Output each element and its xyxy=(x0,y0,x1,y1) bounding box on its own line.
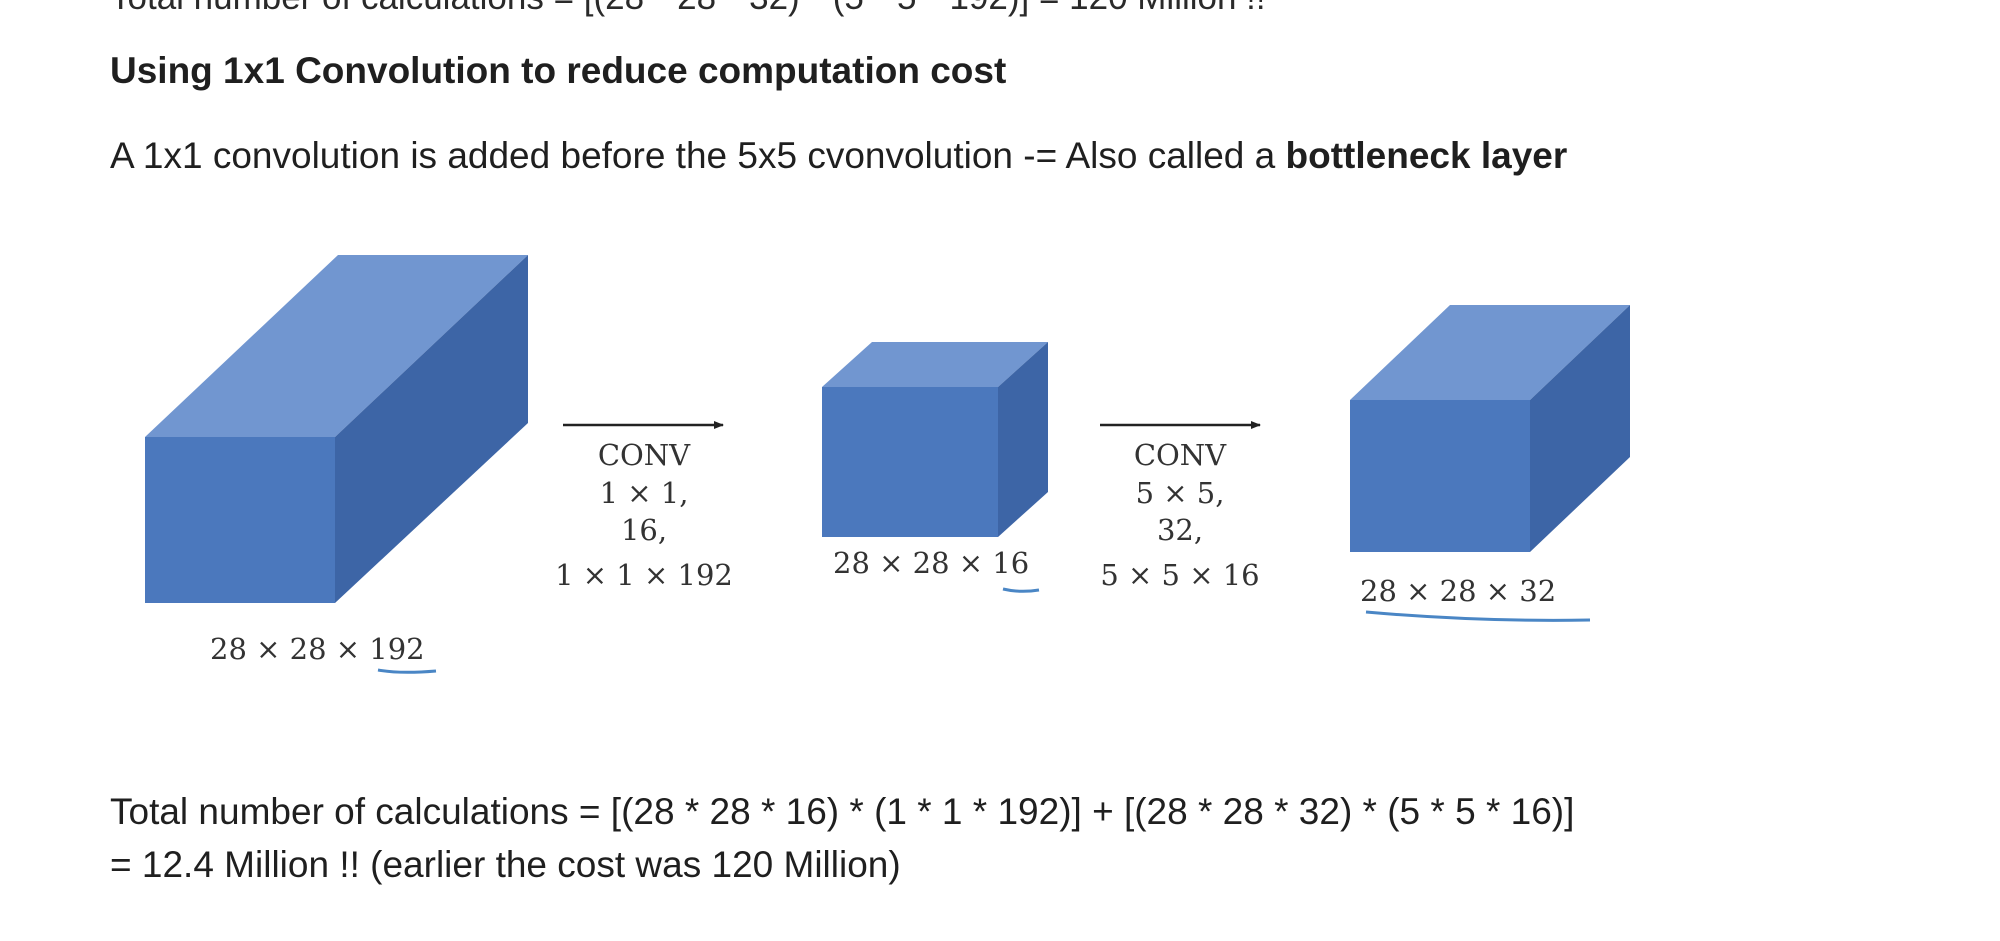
intro-paragraph: A 1x1 convolution is added before the 5x… xyxy=(110,135,1567,177)
output-volume-underline xyxy=(1365,610,1591,622)
svg-text:CONV: CONV xyxy=(1134,438,1227,472)
calculation-line-2: = 12.4 Million !! (earlier the cost was … xyxy=(110,844,901,885)
svg-text:1 × 1 × 192: 1 × 1 × 192 xyxy=(555,558,733,592)
svg-text:16,: 16, xyxy=(621,513,667,547)
section-heading: Using 1x1 Convolution to reduce computat… xyxy=(110,50,1007,91)
svg-text:CONV: CONV xyxy=(598,438,691,472)
calculation-line-1: Total number of calculations = [(28 * 28… xyxy=(110,791,1575,832)
input-volume-underline xyxy=(377,668,437,674)
bottleneck-volume-underline xyxy=(1002,587,1040,593)
conv2-label: CONV 5 × 5, 32, 5 × 5 × 16 xyxy=(1100,438,1259,592)
intro-text: A 1x1 convolution is added before the 5x… xyxy=(110,135,1286,176)
bottleneck-volume-label: 28 × 28 × 16 xyxy=(833,546,1029,580)
output-volume-side-face xyxy=(1530,305,1630,552)
bottleneck-volume-side-face xyxy=(998,342,1048,537)
bottleneck-volume-16 xyxy=(822,342,1048,537)
svg-text:5 × 5 × 16: 5 × 5 × 16 xyxy=(1100,558,1259,592)
output-volume-label: 28 × 28 × 32 xyxy=(1360,574,1556,608)
input-volume-side-face xyxy=(335,255,528,603)
input-volume-front-face xyxy=(145,437,335,603)
bottleneck-volume-top-face xyxy=(822,342,1048,387)
conv1-label: CONV 1 × 1, 16, 1 × 1 × 192 xyxy=(555,438,733,592)
bottleneck-volume-front-face xyxy=(822,387,998,537)
output-volume-32 xyxy=(1350,305,1630,552)
input-volume-top-face xyxy=(145,255,528,437)
output-volume-top-face xyxy=(1350,305,1630,400)
svg-text:32,: 32, xyxy=(1157,513,1203,547)
input-volume-label: 28 × 28 × 192 xyxy=(210,632,425,666)
previous-calculation-text: Total number of calculations = [(28 * 28… xyxy=(110,0,1266,18)
svg-text:5 × 5,: 5 × 5, xyxy=(1136,476,1225,510)
output-volume-front-face xyxy=(1350,400,1530,552)
intro-bold-term: bottleneck layer xyxy=(1285,135,1568,176)
input-volume-192 xyxy=(145,255,528,603)
calculation-block: Total number of calculations = [(28 * 28… xyxy=(110,785,1574,891)
svg-text:1 × 1,: 1 × 1, xyxy=(600,476,689,510)
